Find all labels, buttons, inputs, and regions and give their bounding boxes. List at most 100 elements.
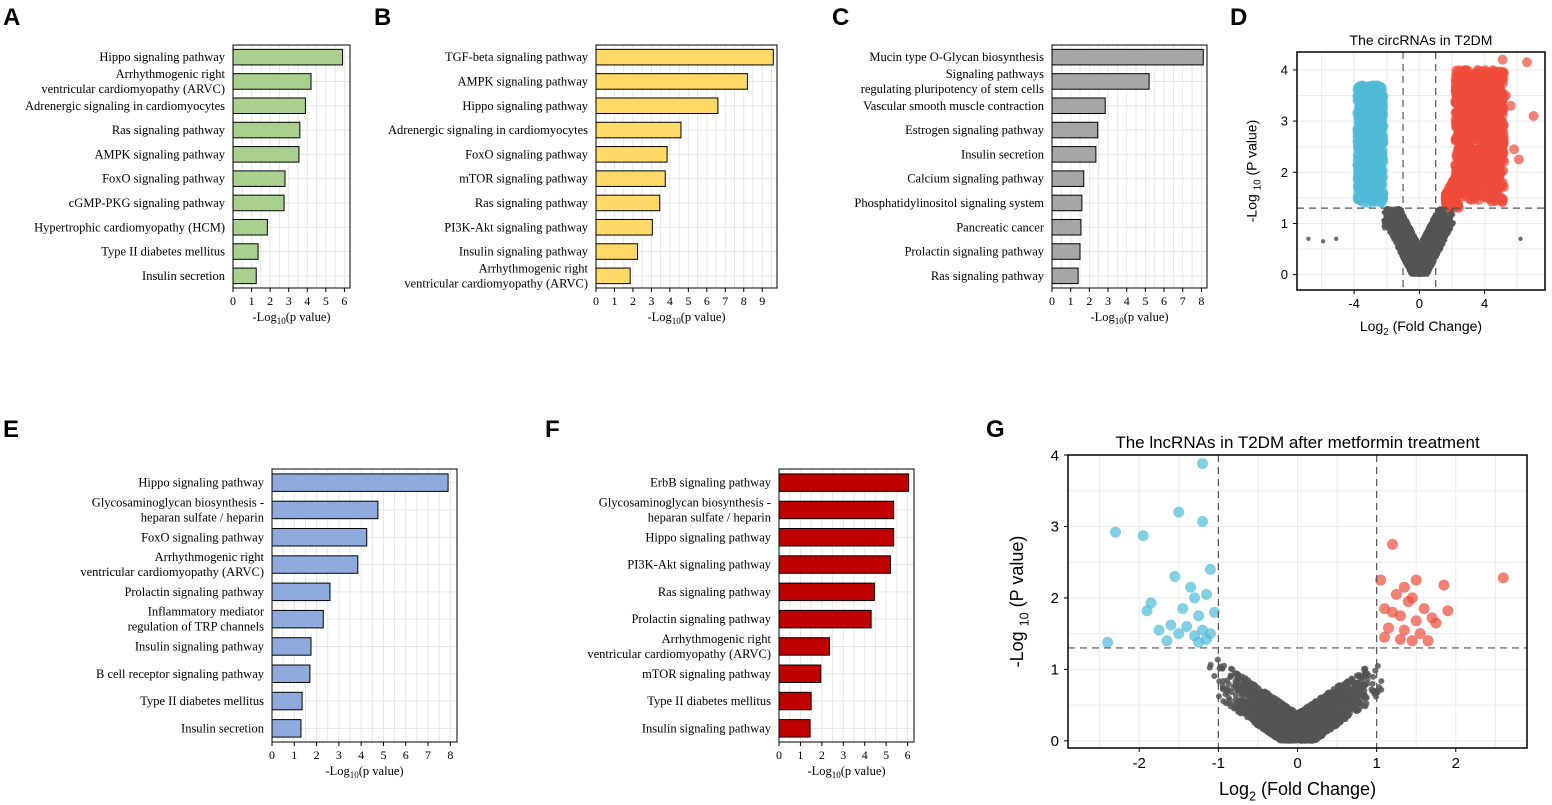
x-tick-label: 9 (759, 294, 765, 308)
panel-letter: C (832, 4, 849, 31)
x-tick-label: 4 (358, 748, 364, 762)
category-label: Estrogen signaling pathway (905, 123, 1045, 137)
x-tick-label: 6 (704, 294, 710, 308)
category-label: ventricular cardiomyopathy (ARVC) (404, 276, 588, 290)
x-tick-label: 4 (667, 294, 673, 308)
category-label: Ras signaling pathway (475, 196, 589, 210)
category-label: ventricular cardiomyopathy (ARVC) (587, 647, 771, 661)
bar (1051, 218, 1082, 236)
category-label: cGMP-PKG signaling pathway (69, 196, 226, 210)
category-label: Prolactin signaling pathway (631, 612, 771, 626)
x-tick-label: 0 (593, 294, 599, 308)
bar (1051, 170, 1085, 187)
x-tick-label: 3 (648, 294, 654, 308)
x-tick-label: 6 (403, 748, 409, 762)
x-tick-label: 8 (1198, 294, 1204, 308)
category-label: Insulin signaling pathway (642, 721, 772, 735)
x-tick-label: 2 (630, 294, 636, 308)
x-tick-label: 2 (819, 748, 825, 762)
x-tick-label: 8 (741, 294, 747, 308)
category-label: Type II diabetes mellitus (101, 245, 225, 259)
bar (232, 267, 257, 285)
category-label: Arrhythmogenic right (155, 550, 265, 564)
x-tick-label: 1 (291, 748, 297, 762)
category-label: Signaling pathways (946, 67, 1044, 81)
x-tick-label: 1 (611, 294, 617, 308)
category-label: Hippo signaling pathway (645, 530, 771, 544)
x-tick-label: 8 (447, 748, 453, 762)
volcano-point-ns (1392, 239, 1398, 244)
category-label: ErbB signaling pathway (650, 476, 772, 490)
category-label: Hippo signaling pathway (138, 476, 264, 490)
category-label: Glycosaminoglycan biosynthesis - (92, 495, 264, 509)
panel-letter: F (545, 416, 560, 443)
category-label: PI3K-Akt signaling pathway (444, 220, 588, 234)
category-label: Type II diabetes mellitus (647, 694, 771, 708)
category-label: Mucin type O-Glycan biosynthesis (869, 50, 1044, 64)
bar (595, 48, 774, 66)
bar (232, 170, 286, 187)
bar (271, 609, 324, 629)
x-tick-label: 6 (1161, 294, 1167, 308)
x-tick-label: 6 (905, 748, 911, 762)
plot-frame (232, 44, 351, 289)
category-label: Ras signaling pathway (931, 269, 1045, 283)
bar (778, 691, 812, 711)
x-tick-label: 7 (722, 294, 728, 308)
x-tick-label: 5 (380, 748, 386, 762)
bar (778, 582, 875, 602)
bar (232, 73, 312, 90)
bar (232, 121, 301, 139)
x-axis-label: -Log10(p value) (1090, 310, 1168, 326)
bar (1051, 194, 1083, 212)
bar (595, 170, 666, 187)
x-tick-label: 4 (304, 294, 310, 308)
category-label: Arrhythmogenic right (662, 632, 772, 646)
points (1306, 54, 1539, 277)
x-tick-label: 5 (1142, 294, 1148, 308)
category-label: Insulin secretion (961, 147, 1045, 161)
category-label: Calcium signaling pathway (907, 172, 1045, 186)
x-axis-label: -Log10(p value) (647, 310, 725, 326)
plot-frame (271, 468, 458, 743)
bar (1051, 97, 1106, 115)
bar (232, 243, 259, 260)
bar (595, 121, 682, 139)
category-label: Arrhythmogenic right (116, 67, 226, 81)
panel-letter: D (1230, 4, 1247, 31)
bar (595, 73, 748, 90)
x-tick-label: 0 (230, 294, 236, 308)
category-label: FoxO signaling pathway (141, 530, 265, 544)
bar (271, 528, 368, 547)
category-label: Vascular smooth muscle contraction (863, 99, 1045, 113)
category-label: regulating pluripotency of stem cells (861, 82, 1044, 96)
volcano-point-ns (1388, 230, 1394, 235)
bar (232, 97, 306, 115)
category-label: AMPK signaling pathway (457, 74, 588, 88)
category-label: Prolactin signaling pathway (904, 245, 1044, 259)
category-label: Ras signaling pathway (112, 123, 226, 137)
category-label: ventricular cardiomyopathy (ARVC) (80, 565, 264, 579)
category-label: FoxO signaling pathway (102, 172, 226, 186)
category-label: Arrhythmogenic right (479, 261, 589, 275)
bar (778, 528, 895, 547)
bar (595, 194, 661, 212)
bar (1051, 73, 1150, 90)
x-tick-label: 1 (797, 748, 803, 762)
plot-frame (595, 44, 778, 289)
category-label: AMPK signaling pathway (94, 147, 225, 161)
category-label: Inflammatory mediator (148, 605, 265, 619)
category-label: Adrenergic signaling in cardiomyocytes (25, 99, 225, 113)
x-tick-label: 7 (1180, 294, 1186, 308)
bar (778, 609, 872, 629)
bar (778, 719, 811, 738)
x-tick-label: 0 (776, 748, 782, 762)
x-tick-label: 1 (249, 294, 255, 308)
bar (595, 243, 639, 260)
category-label: Prolactin signaling pathway (124, 585, 264, 599)
bar (232, 194, 285, 212)
category-label: Type II diabetes mellitus (140, 694, 264, 708)
bar (232, 218, 268, 236)
